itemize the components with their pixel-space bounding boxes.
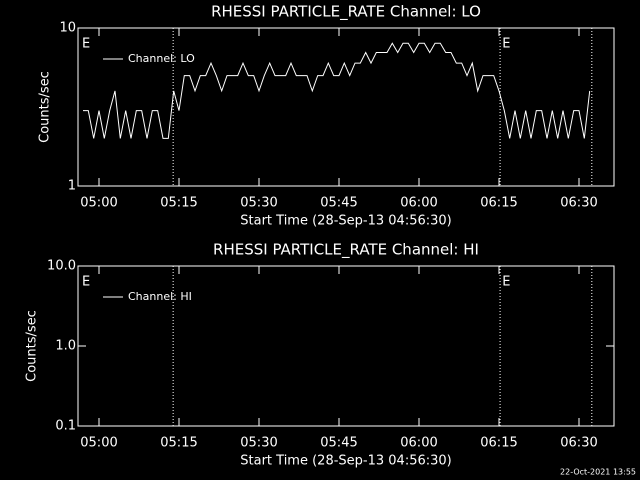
- x-tick-label: 06:00: [400, 436, 437, 451]
- x-tick-label: 06:30: [560, 196, 597, 211]
- footer-date: 22-Oct-2021 13:55: [560, 468, 636, 477]
- event-flag: E: [502, 37, 510, 52]
- x-tick-label: 05:45: [320, 196, 357, 211]
- x-tick-label: 05:00: [80, 436, 117, 451]
- x-axis-label: Start Time (28-Sep-13 04:56:30): [240, 214, 451, 229]
- y-axis-label: Counts/sec: [38, 71, 53, 143]
- x-tick-label: 06:15: [480, 196, 517, 211]
- event-flag: E: [82, 37, 90, 52]
- x-tick-label: 05:00: [80, 196, 117, 211]
- legend-label: Channel: HI: [128, 290, 192, 303]
- data-line: [83, 42, 591, 139]
- x-tick-label: 05:45: [320, 436, 357, 451]
- x-tick-label: 06:00: [400, 196, 437, 211]
- y-tick-label: 1: [68, 179, 76, 194]
- event-flag: E: [502, 275, 510, 290]
- y-axis-label: Counts/sec: [25, 310, 40, 382]
- x-tick-label: 05:30: [240, 436, 277, 451]
- y-tick-label: 10: [59, 21, 76, 36]
- y-tick-label: 0.1: [55, 419, 76, 434]
- legend-label: Channel: LO: [128, 52, 195, 65]
- x-tick-label: 05:15: [160, 196, 197, 211]
- chart-title: RHESSI PARTICLE_RATE Channel: HI: [213, 241, 479, 260]
- x-tick-label: 05:30: [240, 196, 277, 211]
- y-tick-label: 10.0: [47, 259, 76, 274]
- event-flag: E: [82, 275, 90, 290]
- y-tick-label: 1.0: [55, 339, 76, 354]
- x-tick-label: 05:15: [160, 436, 197, 451]
- x-tick-label: 06:30: [560, 436, 597, 451]
- x-tick-label: 06:15: [480, 436, 517, 451]
- x-axis-label: Start Time (28-Sep-13 04:56:30): [240, 454, 451, 469]
- chart-title: RHESSI PARTICLE_RATE Channel: LO: [211, 3, 481, 22]
- plot-frame: [77, 27, 615, 187]
